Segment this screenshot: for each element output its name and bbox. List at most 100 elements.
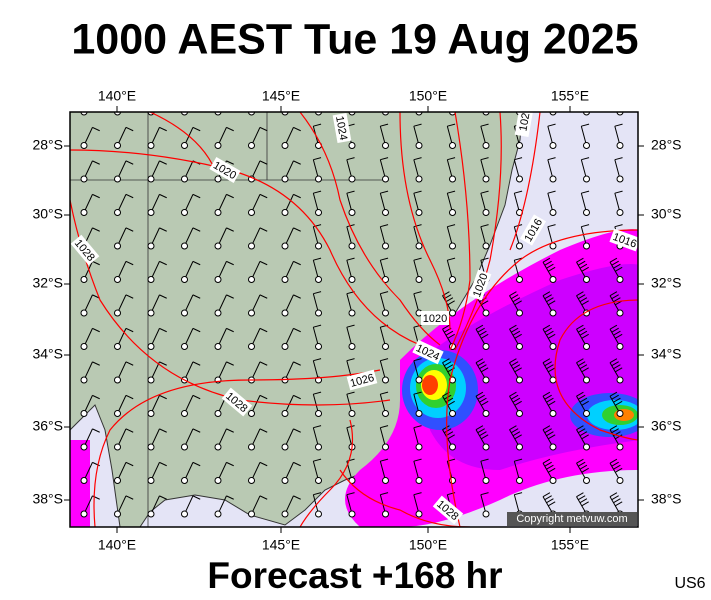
barb-feather [548,266,556,272]
barb-station [549,443,557,451]
barb-feather [614,123,623,127]
barb-station [80,209,88,216]
barb-feather [546,364,554,370]
barb-feather [480,400,489,406]
lat-label-left: 30°S [32,206,63,222]
barb-staff [619,112,620,113]
barb-station [80,142,88,149]
barb-feather [579,297,588,303]
barb-station [549,309,557,317]
barb-feather [380,291,389,295]
barb-feather [346,324,355,328]
barb-feather [544,327,552,333]
barb-station [415,142,423,149]
barb-feather [226,126,234,132]
barb-feather [542,324,551,330]
barb-station [516,242,523,250]
barb-feather [447,400,455,406]
barb-feather [609,458,618,464]
barb-feather [509,324,517,330]
barb-feather [611,294,619,300]
barb-feather [92,193,100,199]
barb-station [114,175,121,183]
barb-feather [445,330,454,336]
barb-station [449,443,456,451]
lon-label-bottom: 150°E [409,537,447,553]
barb-feather [443,361,452,367]
barb-feather [442,358,450,364]
barb-feather [413,157,422,161]
barb-station [583,276,590,283]
barb-station [583,175,590,183]
barb-station [315,443,322,451]
barb-station [382,376,389,384]
barb-station [348,175,356,183]
graticule [70,112,385,527]
barb-station [616,343,624,350]
barb-station [348,142,356,149]
barb-feather [581,434,589,440]
barb-feather [259,428,268,433]
barb-feather [92,428,100,433]
barb-feather [125,260,134,266]
barb-station [181,309,188,317]
barb-feather [479,364,487,370]
barb-feather [609,291,618,297]
barb-station [147,410,155,417]
barb-feather [514,367,522,373]
barb-feather [447,492,456,496]
barb-station [147,510,155,518]
barb-station [248,309,255,317]
barb-station [583,376,590,384]
barb-feather [615,266,623,272]
barb-station [80,276,88,283]
barb-feather [293,327,301,333]
barb-staff [184,112,186,113]
barb-station [248,242,255,250]
barb-station [616,175,624,183]
barb-staff [317,112,319,113]
barb-station [315,209,322,216]
barb-feather [480,157,489,161]
barb-feather [192,260,201,266]
barb-station [482,175,490,183]
barb-station [315,343,322,350]
barb-feather [125,126,134,132]
barb-staff [218,112,219,113]
barb-station [181,477,188,484]
barb-station [583,209,590,216]
barb-station [248,510,255,518]
barb-feather [579,364,588,370]
lon-label-bottom: 155°E [551,537,589,553]
barb-station [214,477,222,484]
barb-feather [611,394,619,400]
barb-station [114,309,121,317]
barb-feather [509,358,517,364]
barb-feather [615,400,623,406]
barb-feather [511,327,519,333]
barb-feather [259,193,268,199]
barb-feather [514,300,522,306]
barb-station [147,309,155,317]
barb-feather [226,428,234,433]
barb-feather [226,294,234,299]
isobar-label: 1020 [421,311,449,325]
barb-feather [447,190,456,194]
barb-station [80,175,88,183]
barb-station [549,175,557,183]
barb-station [348,343,356,350]
barb-feather [544,394,552,400]
lat-label-left: 28°S [32,137,63,153]
barb-feather [159,160,167,165]
barb-feather [346,224,355,228]
barb-station [449,142,456,149]
barb-feather [581,123,590,127]
barb-feather [442,425,450,431]
barb-feather [480,300,489,306]
isobar-label-box [209,156,241,184]
barb-feather [226,495,234,500]
barb-feather [546,431,554,437]
barb-station [382,309,389,317]
barb-feather [313,324,322,328]
